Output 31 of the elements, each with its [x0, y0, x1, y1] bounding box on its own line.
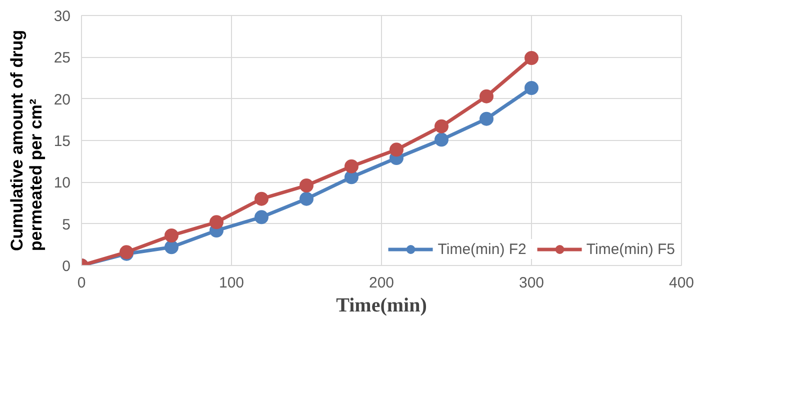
x-tick-label: 200	[368, 274, 394, 292]
point	[480, 112, 494, 126]
point	[524, 81, 538, 95]
x-tick-label: 100	[218, 274, 244, 292]
y-tick-label: 30	[54, 8, 71, 25]
point	[164, 228, 178, 242]
point	[344, 159, 358, 174]
point	[254, 192, 268, 206]
point	[434, 119, 448, 134]
y-tick-label: 5	[62, 216, 70, 234]
point	[210, 215, 224, 230]
x-axis-title: Time(min)	[336, 294, 427, 316]
x-tick-label: 300	[518, 274, 544, 292]
legend-label: Time(min) F2	[438, 240, 526, 258]
y-axis-title: Cumulative amount of drug permeated per cm²	[8, 30, 46, 251]
point	[254, 210, 268, 224]
point	[524, 51, 538, 65]
legend-label: Time(min) F5	[586, 240, 675, 258]
y-tick-label: 20	[54, 91, 71, 108]
y-tick-label: 0	[62, 258, 70, 275]
x-tick-label: 400	[668, 274, 694, 292]
point	[164, 240, 178, 254]
point	[480, 89, 494, 104]
y-tick-label: 15	[54, 133, 71, 150]
y-tick-label: 25	[54, 50, 71, 67]
point	[300, 178, 314, 192]
x-tick-label: 0	[77, 274, 86, 292]
point	[300, 192, 314, 206]
point	[434, 132, 448, 147]
point	[390, 142, 404, 157]
y-tick-label: 10	[54, 174, 71, 192]
